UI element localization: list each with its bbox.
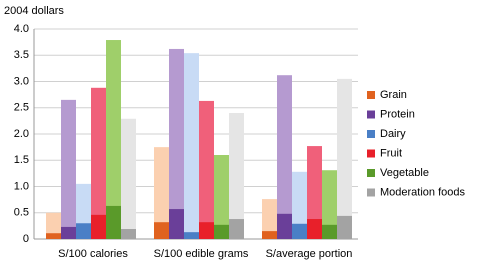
bar: [169, 209, 184, 239]
legend-label: Moderation foods: [380, 186, 465, 198]
legend-label: Fruit: [380, 147, 402, 159]
y-axis-label: 2004 dollars: [4, 5, 64, 17]
bar: [277, 213, 292, 239]
x-tick-label: S/100 edible grams: [154, 248, 249, 260]
bar: [121, 229, 136, 239]
bar: [76, 223, 91, 239]
bar: [154, 222, 169, 239]
y-tick-label: 1.5: [14, 154, 29, 166]
y-tick-label: 2.5: [14, 102, 29, 114]
bar-high: [307, 146, 322, 239]
bar-high: [229, 113, 244, 239]
bar: [229, 219, 244, 239]
legend-swatch: [367, 91, 375, 99]
bar-high: [106, 40, 121, 240]
bar-high: [322, 170, 337, 239]
bar: [214, 224, 229, 239]
bar: [184, 232, 199, 239]
legend-swatch: [367, 169, 375, 177]
legend-label: Protein: [380, 108, 415, 120]
bar: [106, 205, 121, 239]
bar-high: [121, 118, 136, 239]
bar-high: [262, 199, 277, 239]
bar-high: [46, 212, 61, 239]
bar-high: [91, 87, 106, 239]
bar-high: [337, 78, 352, 239]
legend-swatch: [367, 188, 375, 197]
legend-swatch: [367, 130, 375, 138]
y-tick-label: 1.0: [14, 180, 29, 192]
bar-high: [277, 75, 292, 239]
bar: [322, 224, 337, 239]
bar: [307, 219, 322, 239]
bar: [199, 222, 214, 239]
bar-high: [61, 99, 76, 239]
legend-label: Grain: [380, 89, 407, 101]
y-tick-label: 0.5: [14, 207, 29, 219]
x-tick-label: S/100 calories: [58, 248, 128, 260]
bar-high: [292, 171, 307, 239]
legend-swatch: [367, 110, 375, 119]
y-tick-label: 0: [23, 233, 29, 245]
bar-high: [184, 53, 199, 240]
legend-swatch: [367, 149, 375, 158]
y-tick-label: 3.0: [14, 75, 29, 87]
bar-high: [214, 155, 229, 239]
y-tick-label: 4.0: [14, 23, 29, 35]
legend-label: Vegetable: [380, 167, 429, 179]
bar: [337, 215, 352, 239]
bar-high: [154, 147, 169, 239]
bar: [46, 233, 61, 239]
legend-label: Dairy: [380, 128, 406, 140]
x-tick-label: S/average portion: [266, 248, 353, 260]
y-tick-label: 2.0: [14, 128, 29, 140]
bar: [91, 214, 106, 239]
bar: [262, 231, 277, 239]
bar: [292, 223, 307, 239]
bar-high: [169, 48, 184, 240]
bar-high: [199, 100, 214, 239]
y-tick-label: 3.5: [14, 49, 29, 61]
bar: [61, 226, 76, 239]
